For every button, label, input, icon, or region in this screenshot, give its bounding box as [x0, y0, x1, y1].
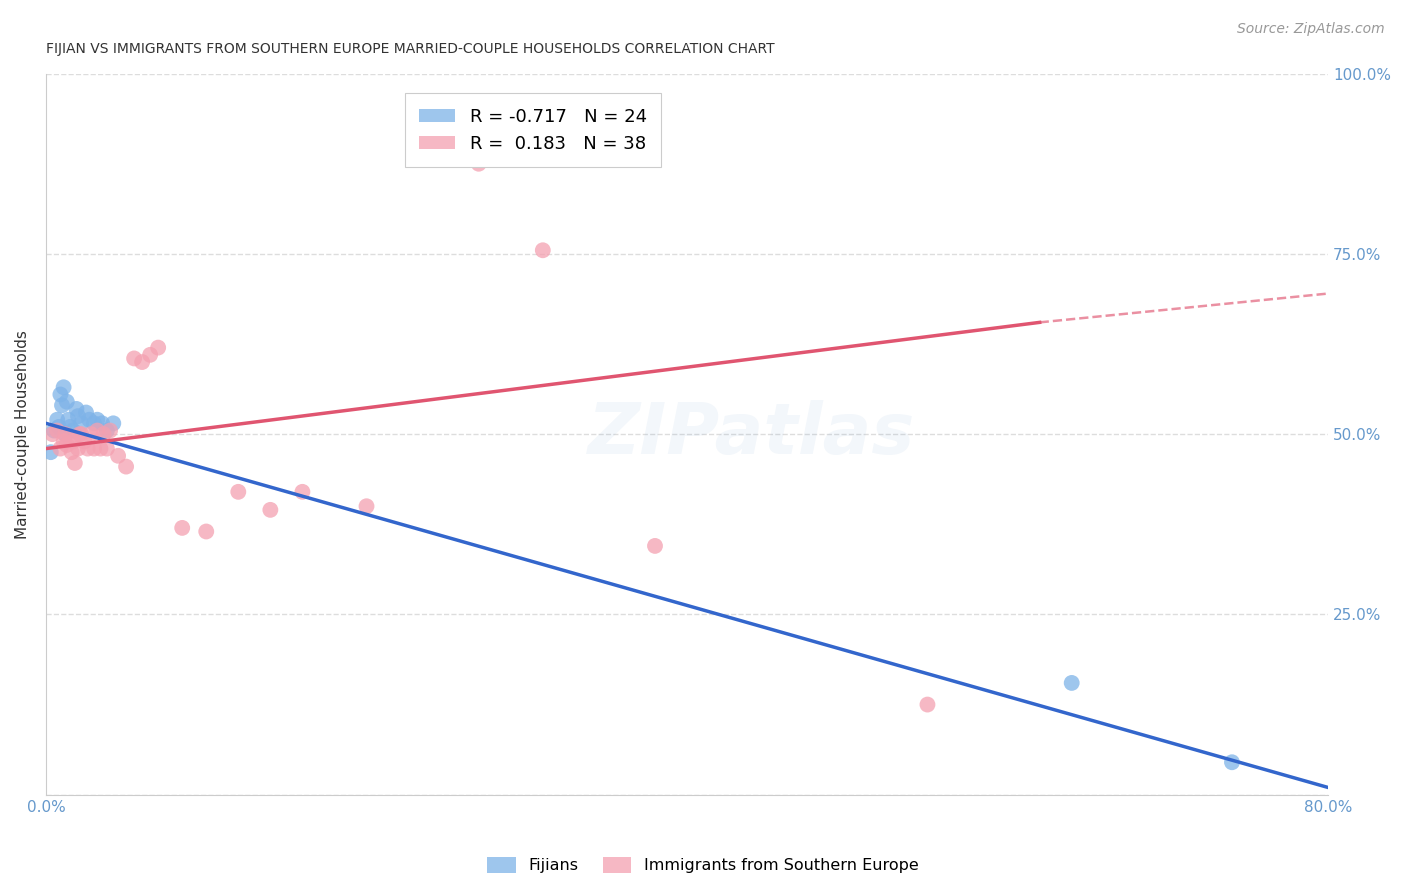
Legend: R = -0.717   N = 24, R =  0.183   N = 38: R = -0.717 N = 24, R = 0.183 N = 38 — [405, 94, 661, 168]
Point — [58, 413, 80, 427]
Point — [65, 401, 87, 416]
Point — [291, 484, 314, 499]
Point — [70, 427, 93, 442]
Point — [1220, 756, 1243, 770]
Point — [103, 417, 125, 431]
Point — [131, 355, 153, 369]
Point — [59, 431, 82, 445]
Point — [86, 424, 108, 438]
Point — [59, 420, 82, 434]
Point — [96, 442, 118, 456]
Point — [49, 387, 72, 401]
Point — [49, 442, 72, 456]
Point — [52, 434, 75, 449]
Point — [53, 427, 76, 442]
Point — [56, 394, 79, 409]
Point — [122, 351, 145, 366]
Point — [60, 445, 83, 459]
Point — [77, 413, 100, 427]
Point — [195, 524, 218, 539]
Legend: Fijians, Immigrants from Southern Europe: Fijians, Immigrants from Southern Europe — [481, 850, 925, 880]
Point — [356, 500, 378, 514]
Point — [98, 424, 121, 438]
Point — [115, 459, 138, 474]
Point — [46, 424, 69, 438]
Point — [62, 434, 84, 449]
Text: Source: ZipAtlas.com: Source: ZipAtlas.com — [1237, 22, 1385, 37]
Point — [467, 157, 489, 171]
Point — [93, 427, 115, 442]
Point — [172, 521, 194, 535]
Point — [63, 456, 86, 470]
Point — [66, 442, 89, 456]
Point — [69, 427, 91, 442]
Point — [51, 398, 73, 412]
Point — [83, 417, 105, 431]
Point — [259, 503, 281, 517]
Y-axis label: Married-couple Households: Married-couple Households — [15, 330, 30, 539]
Point — [48, 420, 70, 434]
Point — [226, 484, 249, 499]
Point — [644, 539, 666, 553]
Point — [531, 244, 554, 258]
Text: FIJIAN VS IMMIGRANTS FROM SOUTHERN EUROPE MARRIED-COUPLE HOUSEHOLDS CORRELATION : FIJIAN VS IMMIGRANTS FROM SOUTHERN EUROP… — [46, 42, 775, 56]
Point — [917, 698, 939, 712]
Point — [75, 405, 97, 419]
Point — [46, 413, 69, 427]
Point — [107, 449, 129, 463]
Point — [1060, 676, 1083, 690]
Point — [146, 341, 169, 355]
Point — [70, 417, 93, 431]
Point — [76, 442, 98, 456]
Point — [83, 442, 105, 456]
Point — [86, 413, 108, 427]
Point — [42, 424, 65, 438]
Point — [53, 427, 76, 442]
Point — [96, 424, 118, 438]
Point — [56, 438, 79, 452]
Point — [80, 427, 103, 442]
Point — [39, 445, 62, 459]
Point — [91, 417, 114, 431]
Point — [62, 424, 84, 438]
Point — [41, 427, 63, 442]
Point — [73, 434, 96, 449]
Point — [66, 409, 89, 424]
Point — [52, 380, 75, 394]
Point — [139, 348, 162, 362]
Point — [89, 442, 111, 456]
Text: ZIPatlas: ZIPatlas — [588, 400, 915, 468]
